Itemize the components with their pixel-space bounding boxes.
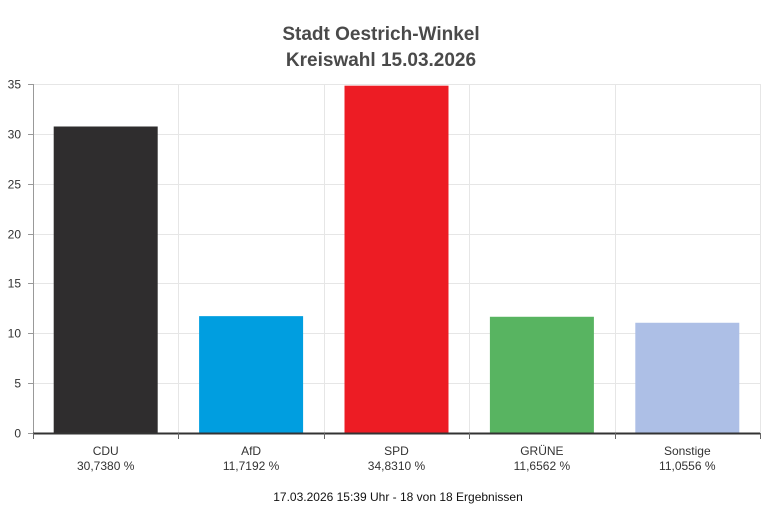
data-label: 34,8310 % (368, 459, 426, 473)
chart-title-line-1: Stadt Oestrich-Winkel (282, 24, 479, 45)
y-tick-label: 5 (14, 377, 21, 391)
bar-grüne (489, 316, 594, 433)
bar-spd (344, 85, 449, 433)
axes (33, 84, 761, 439)
y-tick-label: 10 (8, 327, 22, 341)
x-tick-label: GRÜNE (520, 444, 563, 458)
y-tick-label: 20 (8, 228, 22, 242)
x-tick-label: Sonstige (664, 444, 711, 458)
y-axis-ticks: 0 5 10 15 20 25 30 35 (8, 78, 33, 441)
bar-cdu (53, 126, 158, 433)
y-tick-label: 25 (8, 178, 22, 192)
y-tick-label: 15 (8, 277, 22, 291)
data-label: 30,7380 % (77, 459, 135, 473)
x-tick-label: SPD (384, 444, 409, 458)
data-label: 11,7192 % (223, 459, 280, 473)
chart-title: Stadt Oestrich-Winkel Kreiswahl 15.03.20… (282, 24, 479, 71)
bars (53, 85, 740, 433)
y-tick-label: 30 (8, 128, 22, 142)
chart-footer: 17.03.2026 15:39 Uhr - 18 von 18 Ergebni… (273, 490, 523, 504)
data-label: 11,6562 % (514, 459, 571, 473)
data-label: 11,0556 % (659, 459, 716, 473)
y-tick-label: 0 (14, 427, 21, 441)
y-tick-label: 35 (8, 78, 22, 92)
x-tick-label: CDU (93, 444, 119, 458)
chart-title-line-2: Kreiswahl 15.03.2026 (286, 50, 476, 71)
bar-afd (199, 316, 304, 433)
bar-sonstige (635, 322, 740, 433)
x-tick-label: AfD (241, 444, 261, 458)
